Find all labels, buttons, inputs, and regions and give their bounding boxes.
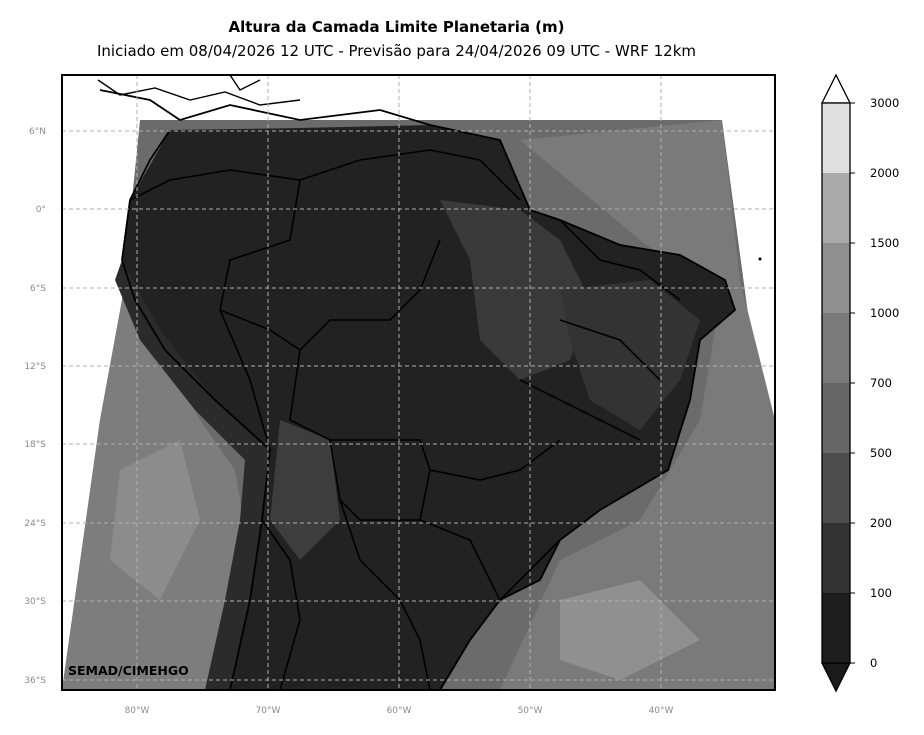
colorbar-extend-top [820,73,852,104]
colorbar-tick-label: 1000 [870,306,899,320]
colorbar-band [822,173,850,243]
lon-label: 60°W [387,706,412,716]
map-frame [61,74,776,691]
colorbar-tick-label: 100 [870,586,892,600]
lat-label: 36°S [24,676,46,686]
lon-label: 80°W [125,706,150,716]
lat-label: 0° [36,205,46,215]
colorbar-band [822,453,850,523]
colorbar-tick-label: 3000 [870,96,899,110]
light-patch-1 [110,440,200,600]
colorbar-band [822,383,850,453]
colorbar-tick-label: 700 [870,376,892,390]
colorbar-band [822,593,850,663]
lon-label: 70°W [256,706,281,716]
colorbar-extend-bottom [820,662,852,693]
colorbar-tick-label: 200 [870,516,892,530]
credit-label: SEMAD/CIMEHGO [68,663,189,678]
colorbar-tick-label: 0 [870,656,877,670]
longitude-labels: 80°W 70°W 60°W 50°W 40°W [125,706,674,716]
colorbar-band [822,313,850,383]
island-marker [758,257,762,261]
map-gridlines [62,75,775,690]
ocean-field-atlantic [500,120,775,690]
continent-midtone-1 [440,200,590,380]
latitude-labels: 6°N 0° 6°S 12°S 18°S 24°S 30°S 36°S [24,127,46,686]
country-borders [129,149,681,690]
colorbar-band [822,523,850,593]
light-patch-2 [560,580,700,680]
andes-strip [115,260,270,690]
lat-label: 18°S [24,440,46,450]
map-title: Altura da Camada Limite Planetaria (m) [228,18,565,36]
lon-label: 50°W [518,706,543,716]
colorbar-band [822,103,850,173]
lat-label: 6°N [29,127,46,137]
lon-label: 40°W [649,706,674,716]
continent-midtone-3 [270,420,340,560]
map-area: SEMAD/CIMEHGO [62,75,775,690]
continent-midtone-2 [560,280,700,430]
colorbar-tick-label: 500 [870,446,892,460]
lat-label: 6°S [30,284,46,294]
colorbar-tick-label: 1500 [870,236,899,250]
colorbar-band [822,243,850,313]
lat-label: 30°S [24,597,46,607]
lat-label: 24°S [24,519,46,529]
central-america-outline [97,75,301,106]
map-subtitle: Iniciado em 08/04/2026 12 UTC - Previsão… [96,42,697,60]
continent-field [122,125,735,690]
lat-label: 12°S [24,362,46,372]
coastline [99,89,737,690]
colorbar-tick-label: 2000 [870,166,899,180]
